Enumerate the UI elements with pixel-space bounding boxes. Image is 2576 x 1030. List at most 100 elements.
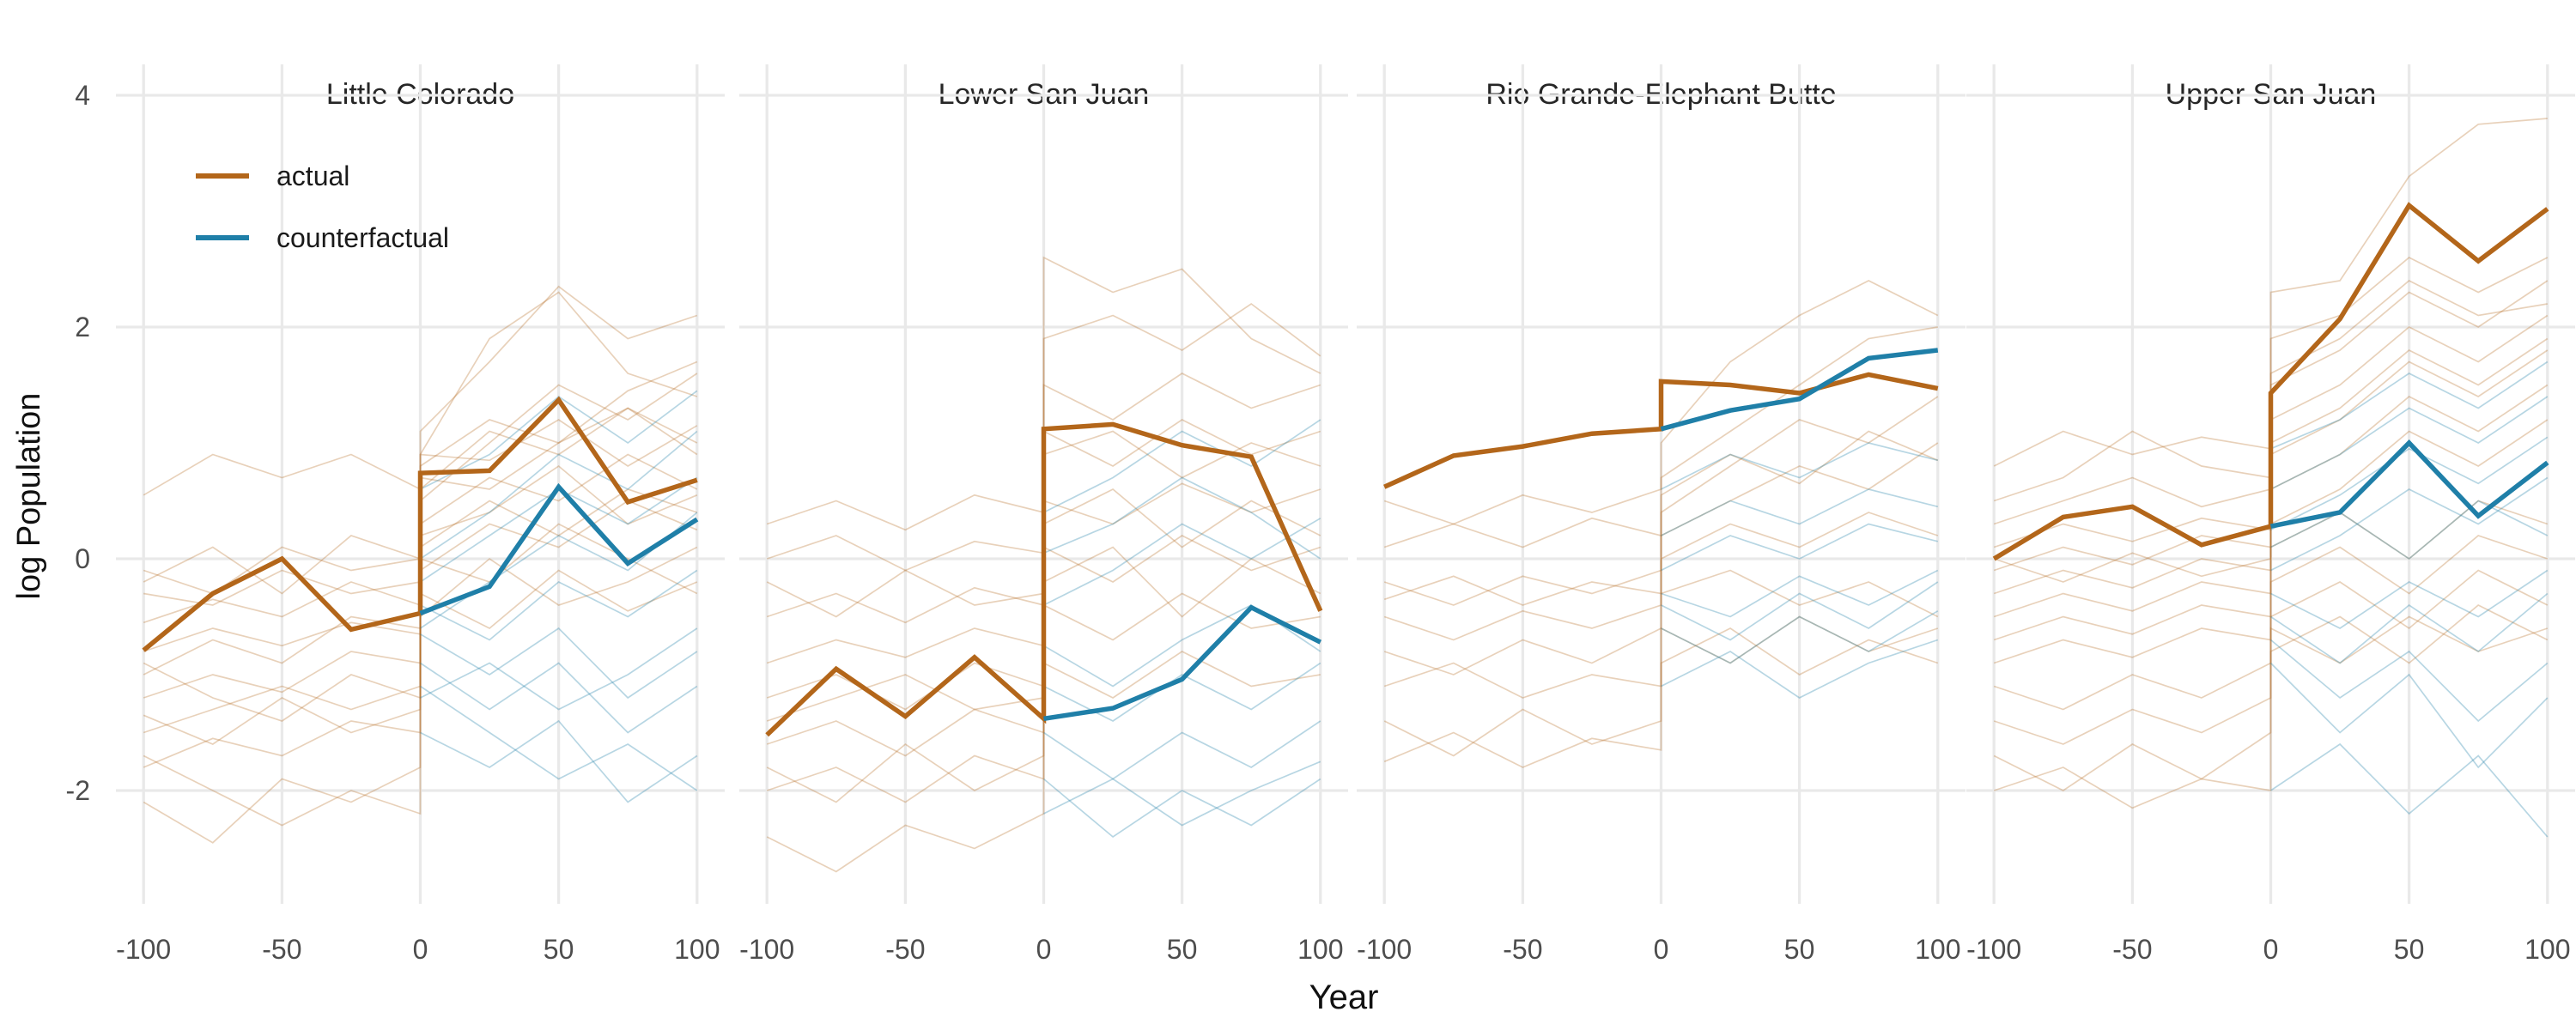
posterior-draw-counterfactual-line bbox=[2270, 500, 2549, 560]
posterior-draw-counterfactual-line bbox=[420, 390, 698, 490]
posterior-draw-counterfactual-line bbox=[1661, 581, 1939, 641]
x-tick-label: 0 bbox=[1036, 934, 1052, 965]
x-tick-label: 100 bbox=[2524, 934, 2571, 965]
posterior-draw-counterfactual-line bbox=[2270, 396, 2549, 490]
x-axis-title: Year bbox=[1309, 978, 1379, 1016]
posterior-draw-actual-line bbox=[1383, 430, 1939, 606]
legend: actual counterfactual bbox=[196, 156, 449, 280]
x-tick-label: 50 bbox=[543, 934, 574, 965]
posterior-draw-actual-line bbox=[1383, 396, 1939, 606]
posterior-draw-counterfactual-line bbox=[2270, 360, 2549, 450]
legend-label: actual bbox=[276, 160, 350, 191]
posterior-draw-counterfactual-line bbox=[1661, 523, 1939, 572]
facet-panel-rio-grande-elephant-butte: Rio Grande-Elephant Butte -100 -50 0 50 100 bbox=[1357, 64, 1965, 965]
actual-line bbox=[1992, 202, 2549, 561]
x-tick-label: -50 bbox=[2112, 934, 2153, 965]
y-tick-label: 0 bbox=[75, 543, 90, 574]
panel-plot-area bbox=[1966, 64, 2575, 904]
counterfactual-line bbox=[2269, 439, 2549, 529]
posterior-draw-counterfactual-line bbox=[1043, 518, 1321, 606]
panel-plot-area bbox=[1357, 64, 1965, 904]
counterfactual-line bbox=[1660, 348, 1939, 432]
actual-line bbox=[142, 396, 698, 652]
x-tick-label: 50 bbox=[1166, 934, 1198, 965]
x-tick-label: -50 bbox=[262, 934, 302, 965]
x-tick-label: -100 bbox=[1357, 934, 1413, 965]
posterior-draw-actual-line bbox=[1383, 326, 1938, 548]
posterior-draw-actual-line bbox=[1993, 384, 2549, 618]
x-tick-label: 100 bbox=[1297, 934, 1344, 965]
posterior-draw-counterfactual-line bbox=[2269, 662, 2549, 769]
posterior-draw-actual-line bbox=[1383, 615, 1939, 757]
posterior-draw-counterfactual-line bbox=[2270, 592, 2549, 664]
facet-panel-little-colorado: Little Colorado -100 -50 0 50 100 bbox=[116, 64, 725, 965]
posterior-draw-actual-line bbox=[1993, 569, 2549, 745]
posterior-draw-counterfactual-line bbox=[2270, 476, 2549, 572]
counterfactual-line bbox=[419, 482, 699, 616]
x-tick-label: 100 bbox=[674, 934, 720, 965]
panel-plot-area bbox=[739, 64, 1348, 904]
x-tick-label: -50 bbox=[885, 934, 926, 965]
posterior-draw-counterfactual-line bbox=[420, 685, 698, 791]
posterior-draw-actual-line bbox=[143, 569, 698, 827]
posterior-draw-counterfactual-line bbox=[2269, 639, 2549, 723]
actual-line-key-icon bbox=[196, 173, 249, 179]
x-tick-label: -100 bbox=[739, 934, 795, 965]
posterior-draw-counterfactual-line bbox=[1661, 488, 1939, 536]
x-tick-label: 50 bbox=[1783, 934, 1815, 965]
posterior-draw-counterfactual-line bbox=[1661, 610, 1939, 664]
x-tick-label: -100 bbox=[116, 934, 172, 965]
x-tick-label: 0 bbox=[412, 934, 428, 965]
posterior-draw-counterfactual-line bbox=[2270, 436, 2549, 531]
y-tick-label: 4 bbox=[75, 80, 90, 111]
posterior-draw-counterfactual-line bbox=[1043, 760, 1321, 827]
posterior-draw-counterfactual-line bbox=[420, 430, 698, 560]
posterior-draw-counterfactual-line bbox=[1043, 720, 1321, 780]
actual-line bbox=[765, 421, 1323, 737]
x-tick-label: -100 bbox=[1966, 934, 2022, 965]
posterior-draw-actual-line bbox=[143, 546, 698, 844]
x-tick-label: 50 bbox=[2393, 934, 2425, 965]
y-axis-title: log Population bbox=[11, 392, 47, 600]
legend-item-counterfactual: counterfactual bbox=[196, 218, 449, 258]
x-tick-label: 0 bbox=[2263, 934, 2279, 965]
posterior-draw-actual-line bbox=[1383, 627, 1939, 768]
posterior-draw-counterfactual-line bbox=[1043, 419, 1321, 513]
posterior-draw-counterfactual-line bbox=[1042, 778, 1321, 839]
posterior-draw-actual-line bbox=[143, 488, 698, 745]
actual-line bbox=[1383, 372, 1939, 489]
x-tick-label: 100 bbox=[1915, 934, 1961, 965]
posterior-draw-actual-line bbox=[1993, 603, 2549, 791]
posterior-draw-actual-line bbox=[1383, 569, 1939, 699]
posterior-draw-counterfactual-line bbox=[1661, 442, 1939, 490]
posterior-draw-counterfactual-line bbox=[420, 627, 698, 711]
posterior-draw-actual-line bbox=[766, 256, 1321, 531]
posterior-draw-actual-line bbox=[1993, 419, 2549, 641]
posterior-draw-actual-line bbox=[1993, 615, 2549, 809]
posterior-draw-actual-line bbox=[1993, 118, 2548, 467]
posterior-draw-counterfactual-line bbox=[1661, 639, 1939, 699]
counterfactual-line-key-icon bbox=[196, 235, 249, 240]
y-tick-label: 2 bbox=[75, 312, 90, 342]
posterior-draw-counterfactual-line bbox=[420, 627, 698, 700]
posterior-draw-actual-line bbox=[1993, 500, 2549, 664]
posterior-draw-counterfactual-line bbox=[1043, 476, 1321, 560]
posterior-draw-counterfactual-line bbox=[420, 569, 698, 641]
y-tick-label: -2 bbox=[65, 775, 90, 806]
posterior-draw-actual-line bbox=[1383, 512, 1939, 676]
panel-plot-area bbox=[116, 64, 725, 904]
posterior-draw-counterfactual-line bbox=[420, 719, 698, 803]
posterior-draw-counterfactual-line bbox=[2270, 742, 2549, 838]
posterior-draw-actual-line bbox=[143, 523, 698, 768]
posterior-draw-actual-line bbox=[1383, 280, 1939, 525]
facet-panel-lower-san-juan: Lower San Juan -100 -50 0 50 100 bbox=[739, 64, 1348, 965]
x-tick-label: -50 bbox=[1503, 934, 1543, 965]
legend-label: counterfactual bbox=[276, 221, 450, 253]
posterior-draw-counterfactual-line bbox=[420, 662, 698, 734]
counterfactual-line bbox=[1043, 604, 1322, 722]
posterior-draw-actual-line bbox=[1993, 535, 2549, 711]
legend-item-actual: actual bbox=[196, 156, 449, 196]
posterior-draw-actual-line bbox=[766, 651, 1321, 873]
facet-panel-upper-san-juan: Upper San Juan -100 -50 0 50 100 bbox=[1966, 64, 2575, 965]
